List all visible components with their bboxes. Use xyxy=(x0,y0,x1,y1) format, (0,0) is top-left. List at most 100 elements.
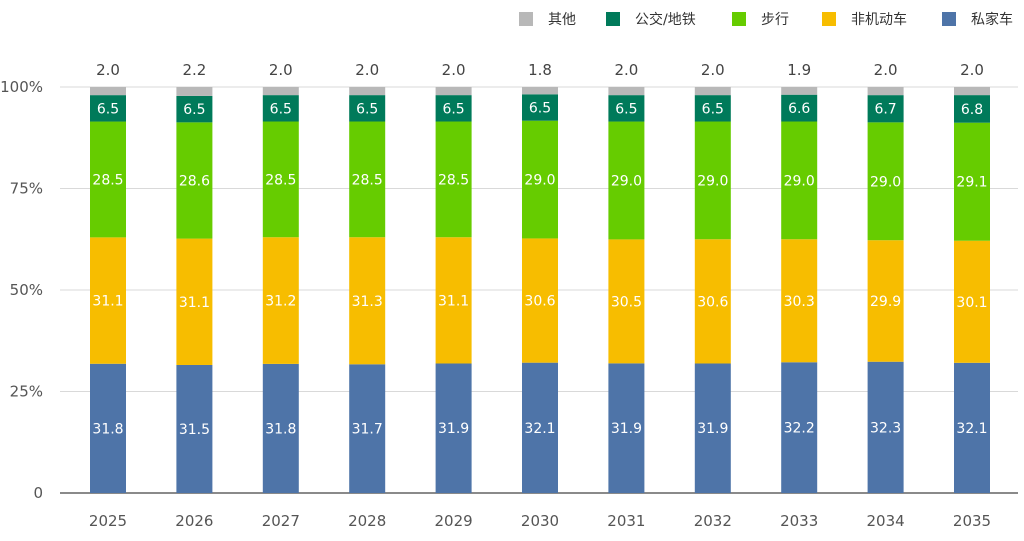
bar-segment xyxy=(954,362,990,493)
bar-segment xyxy=(435,87,472,96)
bar-segment xyxy=(867,87,904,96)
bar-segment xyxy=(176,122,213,239)
bar-segment xyxy=(694,239,731,364)
bar-data-label: 2.0 xyxy=(96,61,120,79)
x-axis: 2025 2026 2027 2028 2029 2030 2031 2032 2033 2034… xyxy=(89,512,991,530)
bar-segment xyxy=(608,121,645,240)
y-axis: 0 25% 50% 75% 100% xyxy=(0,78,43,502)
bar-segment xyxy=(781,121,818,240)
bar-data-label: 31.3 xyxy=(352,294,383,310)
bar-data-label: 6.5 xyxy=(356,101,378,117)
bar-data-label: 2.0 xyxy=(960,61,984,79)
bar-segment xyxy=(90,95,126,122)
bar-segment xyxy=(349,121,386,238)
bar-data-label: 31.5 xyxy=(179,422,210,438)
bar-data-label: 2.0 xyxy=(614,61,638,79)
bar-data-label: 2.2 xyxy=(182,61,206,79)
bar-segment xyxy=(435,95,472,122)
bar-segment xyxy=(176,238,213,365)
bar-data-label: 31.1 xyxy=(92,294,123,310)
bar-stack: 31.9 30.5 29.0 6.5 2.0 xyxy=(608,61,645,493)
y-tick-label: 50% xyxy=(10,281,43,299)
bar-segment xyxy=(694,363,731,493)
bar-segment xyxy=(867,240,904,362)
bar-segment xyxy=(90,87,126,96)
bar-stack: 32.1 30.6 29.0 6.5 1.8 xyxy=(522,61,558,493)
bar-segment xyxy=(262,363,299,493)
bar-data-label: 29.0 xyxy=(870,174,901,190)
bar-data-label: 29.0 xyxy=(697,173,728,189)
bar-data-label: 6.5 xyxy=(702,101,724,117)
bar-data-label: 6.5 xyxy=(529,101,551,117)
bar-data-label: 30.6 xyxy=(697,294,728,310)
bar-data-label: 29.9 xyxy=(870,294,901,310)
bar-segment xyxy=(781,94,818,122)
bar-segment xyxy=(90,363,126,493)
legend: 其他 公交/地铁 步行 非机动车 私家车 xyxy=(519,11,1013,28)
bar-data-label: 2.0 xyxy=(269,61,293,79)
bar-segment xyxy=(435,121,472,238)
bar-data-label: 32.1 xyxy=(956,421,987,437)
legend-label: 公交/地铁 xyxy=(635,11,696,28)
bar-data-label: 28.5 xyxy=(438,172,469,188)
bar-segment xyxy=(522,120,558,239)
bar-data-label: 31.9 xyxy=(611,421,642,437)
bar-segment xyxy=(608,239,645,364)
x-tick-label: 2028 xyxy=(348,512,386,530)
bar-stack: 31.7 31.3 28.5 6.5 2.0 xyxy=(349,61,386,493)
bar-data-label: 2.0 xyxy=(442,61,466,79)
x-tick-label: 2027 xyxy=(262,512,300,530)
bar-segment xyxy=(262,87,299,96)
bar-data-label: 31.2 xyxy=(265,294,296,310)
legend-item: 步行 xyxy=(732,12,789,28)
legend-swatch xyxy=(822,12,836,26)
bar-data-label: 28.5 xyxy=(92,172,123,188)
bar-stack: 31.9 30.6 29.0 6.5 2.0 xyxy=(694,61,731,493)
bar-segment xyxy=(522,238,558,363)
bar-data-label: 6.5 xyxy=(615,101,637,117)
bar-segment xyxy=(522,94,558,121)
y-tick-label: 75% xyxy=(10,180,43,198)
y-tick-label: 100% xyxy=(0,78,43,96)
bar-data-label: 1.8 xyxy=(528,61,552,79)
bar-data-label: 28.5 xyxy=(352,172,383,188)
bar-data-label: 6.5 xyxy=(97,101,119,117)
bar-segment xyxy=(522,87,558,95)
legend-label: 非机动车 xyxy=(851,11,907,28)
bar-data-label: 1.9 xyxy=(787,61,811,79)
x-tick-label: 2034 xyxy=(867,512,905,530)
legend-swatch xyxy=(942,12,956,26)
bar-segment xyxy=(349,87,386,96)
x-tick-label: 2026 xyxy=(175,512,213,530)
bar-segment xyxy=(176,364,213,493)
bar-data-label: 2.0 xyxy=(355,61,379,79)
bar-data-label: 29.1 xyxy=(956,175,987,191)
bar-segment xyxy=(608,95,645,122)
bar-segment xyxy=(262,121,299,238)
bar-stack: 32.3 29.9 29.0 6.7 2.0 xyxy=(867,61,904,493)
bar-segment xyxy=(435,237,472,364)
bar-data-label: 32.3 xyxy=(870,420,901,436)
bar-segment xyxy=(694,95,731,122)
legend-swatch xyxy=(732,12,746,26)
bar-segment xyxy=(781,239,818,363)
x-tick-label: 2033 xyxy=(780,512,818,530)
bar-data-label: 2.0 xyxy=(701,61,725,79)
bar-data-label: 6.7 xyxy=(874,102,896,118)
bar-data-label: 6.6 xyxy=(788,101,810,117)
bar-segment xyxy=(262,95,299,122)
bar-data-label: 30.6 xyxy=(524,294,555,310)
bar-data-label: 32.2 xyxy=(784,421,815,437)
bar-data-label: 29.0 xyxy=(784,173,815,189)
bar-segment xyxy=(954,240,990,363)
bar-data-label: 31.1 xyxy=(438,293,469,309)
bar-data-label: 6.5 xyxy=(270,101,292,117)
bar-data-label: 32.1 xyxy=(524,421,555,437)
legend-label: 其他 xyxy=(548,12,576,28)
bar-data-label: 2.0 xyxy=(874,61,898,79)
bar-data-label: 28.5 xyxy=(265,172,296,188)
bar-stack: 31.8 31.2 28.5 6.5 2.0 xyxy=(262,61,299,493)
legend-label: 私家车 xyxy=(971,11,1013,28)
bar-segment xyxy=(349,364,386,493)
bar-data-label: 31.8 xyxy=(265,421,296,437)
